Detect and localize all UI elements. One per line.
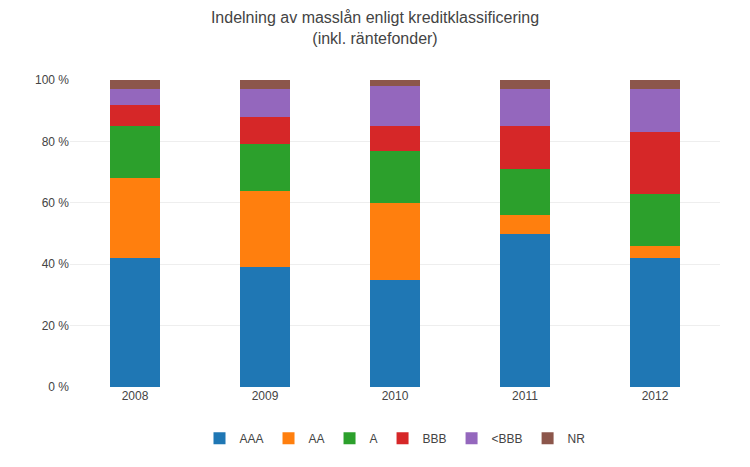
svg-text:20 %: 20 % <box>42 319 70 333</box>
svg-text:2011: 2011 <box>512 389 538 403</box>
svg-text:2012: 2012 <box>642 389 669 403</box>
svg-text:AA: AA <box>309 432 325 446</box>
svg-text:40 %: 40 % <box>42 257 70 271</box>
svg-text:2009: 2009 <box>252 389 279 403</box>
svg-text:AAA: AAA <box>240 432 264 446</box>
svg-text:100 %: 100 % <box>35 73 69 87</box>
svg-text:Indelning av masslån enligt kr: Indelning av masslån enligt kreditklassi… <box>211 9 539 47</box>
svg-text:80 %: 80 % <box>42 135 70 149</box>
svg-text:2010: 2010 <box>382 389 409 403</box>
svg-text:BBB: BBB <box>423 432 447 446</box>
svg-text:2008: 2008 <box>122 389 149 403</box>
svg-text:NR: NR <box>568 432 586 446</box>
svg-text:A: A <box>370 432 378 446</box>
svg-text:0 %: 0 % <box>48 380 69 394</box>
svg-text:60 %: 60 % <box>42 196 70 210</box>
svg-text:<BBB: <BBB <box>492 432 523 446</box>
